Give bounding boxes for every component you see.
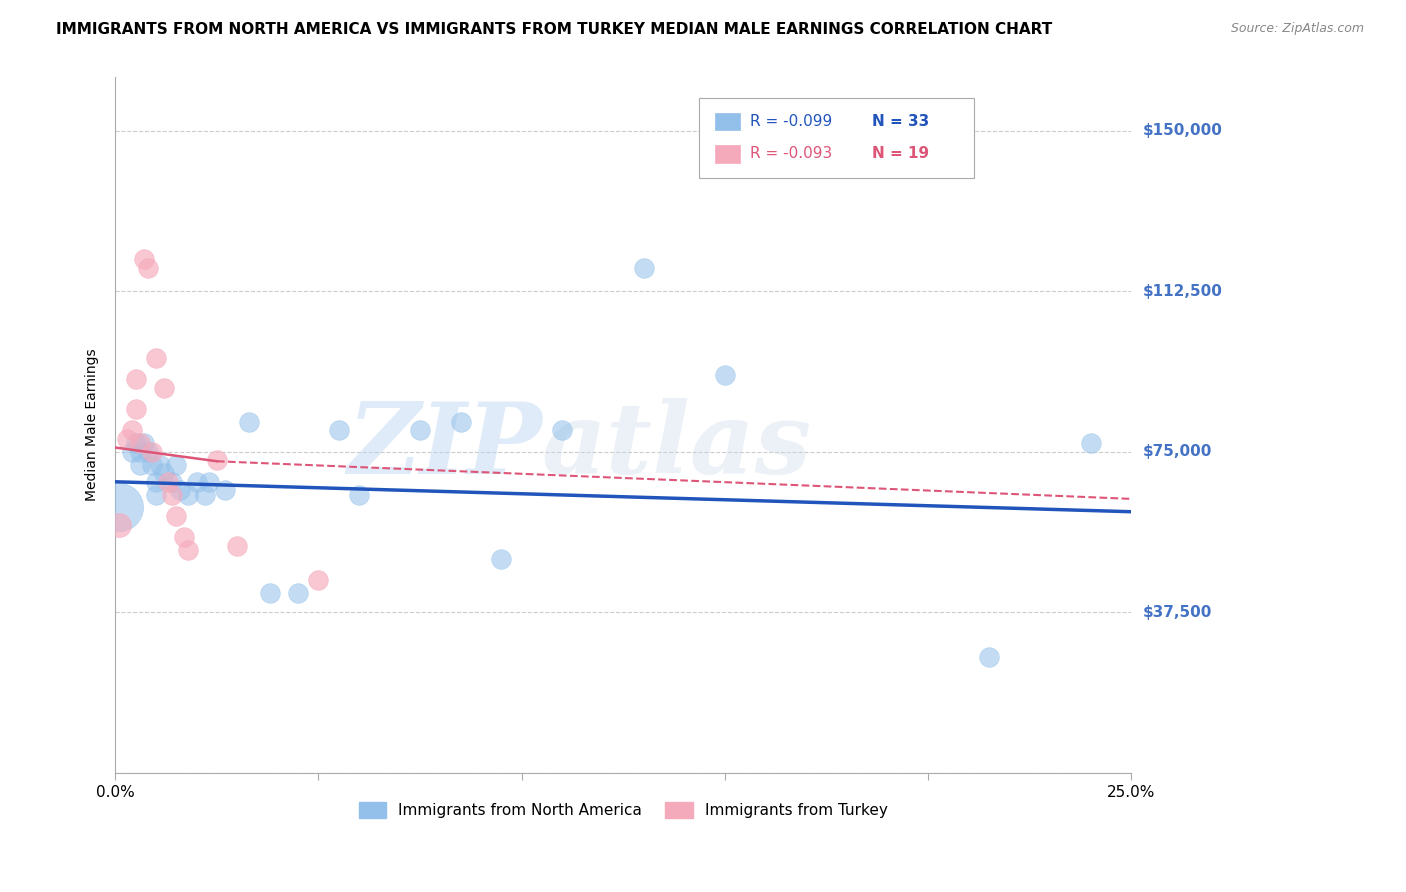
Point [128, 458, 150, 472]
Text: $75,000: $75,000 [1143, 444, 1212, 459]
Point [977, 650, 1000, 665]
Point [153, 467, 176, 481]
Text: Source: ZipAtlas.com: Source: ZipAtlas.com [1230, 22, 1364, 36]
Point [714, 368, 737, 382]
Point [145, 488, 167, 502]
FancyBboxPatch shape [699, 98, 974, 178]
Point [551, 424, 574, 438]
Point [308, 573, 330, 587]
Point [124, 372, 146, 386]
Point [226, 539, 249, 553]
Point [197, 475, 219, 489]
Point [141, 458, 163, 472]
Point [165, 458, 187, 472]
Point [132, 252, 155, 267]
Point [121, 445, 143, 459]
Point [177, 543, 200, 558]
Point [491, 551, 513, 566]
Point [287, 586, 309, 600]
Point [132, 436, 155, 450]
Point [186, 475, 208, 489]
Point [121, 424, 143, 438]
Point [124, 402, 146, 417]
Text: $37,500: $37,500 [1143, 605, 1212, 620]
Point [136, 260, 159, 275]
Text: N = 33: N = 33 [872, 114, 929, 128]
Point [136, 445, 159, 459]
Legend: Immigrants from North America, Immigrants from Turkey: Immigrants from North America, Immigrant… [353, 796, 894, 824]
Point [157, 475, 180, 489]
Point [153, 381, 176, 395]
Point [160, 475, 183, 489]
Point [409, 424, 432, 438]
Point [214, 483, 236, 498]
Text: atlas: atlas [541, 398, 813, 494]
Point [117, 432, 139, 446]
Point [149, 458, 172, 472]
Point [238, 415, 260, 429]
Point [1080, 436, 1102, 450]
Point [177, 488, 200, 502]
Point [128, 445, 150, 459]
Point [450, 415, 472, 429]
Point [108, 517, 131, 532]
FancyBboxPatch shape [714, 112, 740, 130]
Text: N = 19: N = 19 [872, 146, 929, 161]
Text: ZIP: ZIP [347, 398, 541, 494]
Point [347, 488, 370, 502]
Point [205, 453, 228, 467]
Point [145, 475, 167, 489]
Point [108, 500, 131, 515]
Point [328, 424, 350, 438]
Point [173, 530, 195, 544]
Point [145, 351, 167, 365]
Point [633, 260, 655, 275]
Y-axis label: Median Male Earnings: Median Male Earnings [86, 349, 100, 501]
FancyBboxPatch shape [714, 145, 740, 162]
Point [165, 508, 187, 523]
Point [128, 436, 150, 450]
Text: $150,000: $150,000 [1143, 123, 1222, 138]
Text: IMMIGRANTS FROM NORTH AMERICA VS IMMIGRANTS FROM TURKEY MEDIAN MALE EARNINGS COR: IMMIGRANTS FROM NORTH AMERICA VS IMMIGRA… [56, 22, 1053, 37]
Text: $112,500: $112,500 [1143, 284, 1222, 299]
Point [169, 483, 191, 498]
Text: R = -0.093: R = -0.093 [751, 146, 832, 161]
Point [124, 436, 146, 450]
Point [259, 586, 281, 600]
Point [160, 488, 183, 502]
Text: R = -0.099: R = -0.099 [751, 114, 832, 128]
Point [141, 445, 163, 459]
Point [194, 488, 217, 502]
